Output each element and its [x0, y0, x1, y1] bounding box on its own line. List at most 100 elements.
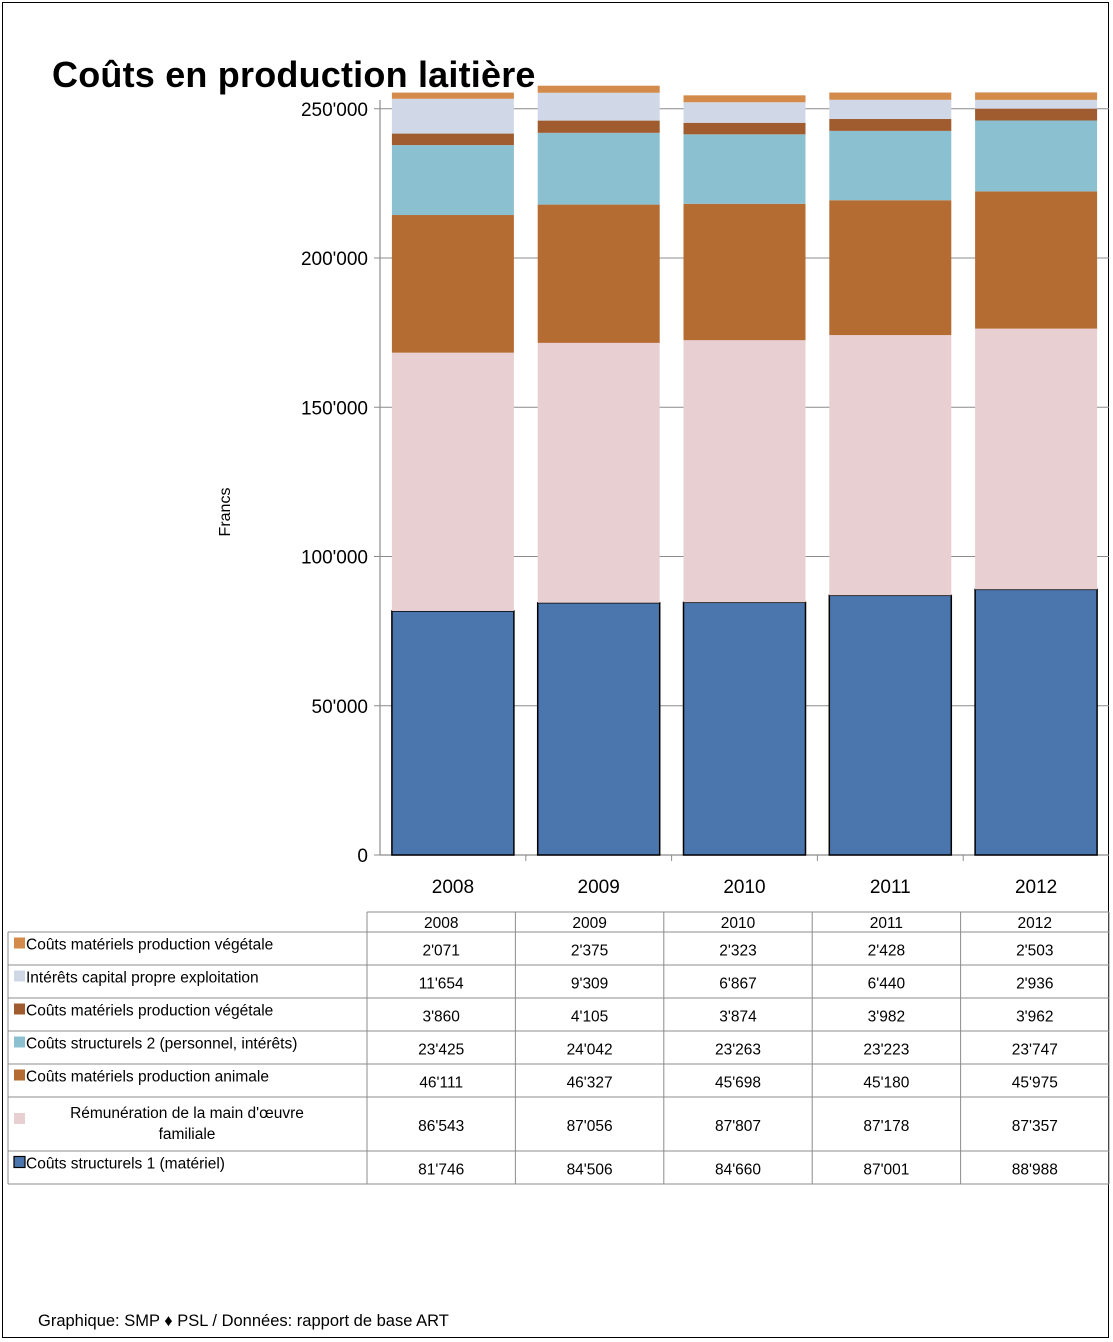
bar-segment — [829, 335, 952, 596]
table-header-year: 2010 — [721, 915, 756, 932]
bar-segment — [829, 99, 952, 120]
bar-segment — [682, 601, 807, 856]
table-row-label: familiale — [159, 1126, 216, 1143]
bar-segment — [975, 99, 1098, 109]
bar-segment — [975, 108, 1098, 121]
table-cell-value: 9'309 — [571, 976, 608, 993]
table-cell-value: 2'375 — [571, 943, 608, 960]
bar-segment — [975, 328, 1098, 590]
bar-segment — [391, 610, 515, 856]
table-cell-value: 2'503 — [1016, 943, 1053, 960]
bar-segment — [975, 120, 1098, 192]
table-cell-value: 3'962 — [1016, 1009, 1053, 1026]
bar-segment — [975, 92, 1098, 100]
bar-segment — [683, 122, 806, 135]
table-cell-value: 23'425 — [418, 1042, 464, 1059]
table-cell-value: 46'327 — [567, 1075, 613, 1092]
table-cell-value: 23'263 — [715, 1042, 761, 1059]
table-cell-value: 84'660 — [715, 1162, 761, 1179]
bar-segment — [683, 95, 806, 103]
legend-swatch — [13, 1155, 26, 1169]
bar-segment — [537, 92, 660, 121]
legend-swatch — [14, 937, 25, 949]
chart-title: Coûts en production laitière — [52, 54, 536, 95]
y-tick-label: 150'000 — [301, 398, 368, 419]
table-header-year: 2008 — [424, 915, 458, 932]
table-header-year: 2009 — [572, 915, 606, 932]
y-axis-title: Francs — [217, 488, 234, 537]
bar-segment — [683, 134, 806, 204]
table-cell-value: 2'071 — [422, 943, 459, 960]
bar-segment — [536, 601, 661, 856]
table-cell-value: 88'988 — [1012, 1162, 1058, 1179]
table-cell-value: 2'323 — [719, 943, 756, 960]
bar-segment — [391, 352, 514, 611]
bar-segment — [537, 85, 660, 93]
table-cell-value: 11'654 — [419, 976, 464, 993]
table-cell-value: 3'860 — [422, 1009, 460, 1026]
table-row-label: Coûts matériels production végétale — [26, 937, 273, 954]
bar-segment — [974, 588, 1098, 856]
bar-segment — [537, 132, 660, 205]
table-cell-value: 24'042 — [567, 1042, 613, 1059]
bar-segment — [683, 203, 806, 341]
bar-segment — [683, 340, 806, 603]
table-cell-value: 87'178 — [863, 1118, 909, 1135]
table-cell-value: 81'746 — [418, 1162, 464, 1179]
table-header-year: 2012 — [1018, 915, 1052, 932]
table-cell-value: 84'506 — [567, 1162, 613, 1179]
table-row-label: Intérêts capital propre exploitation — [26, 970, 259, 987]
bar-segment — [828, 594, 953, 856]
x-tick-label: 2011 — [870, 877, 911, 898]
table-cell-value: 3'982 — [868, 1009, 905, 1026]
bar-segment — [829, 200, 952, 336]
x-tick-label: 2009 — [578, 877, 620, 898]
bar-segment — [829, 92, 952, 100]
y-tick-label: 0 — [357, 846, 368, 867]
legend-swatch — [14, 1036, 25, 1048]
y-tick-label: 250'000 — [301, 100, 368, 121]
table-row-label: Coûts structurels 2 (personnel, intérêts… — [26, 1036, 297, 1053]
table-cell-value: 45'180 — [863, 1075, 909, 1092]
bar-segment — [829, 119, 952, 131]
table-cell-value: 4'105 — [571, 1009, 608, 1026]
legend-swatch — [14, 1069, 25, 1081]
table-row-label: Coûts matériels production animale — [26, 1069, 269, 1086]
table-cell-value: 45'698 — [715, 1075, 761, 1092]
table-cell-value: 23'747 — [1012, 1042, 1058, 1059]
source-footer: Graphique: SMP ♦ PSL / Données: rapport … — [38, 1312, 449, 1330]
table-cell-value: 45'975 — [1012, 1075, 1058, 1092]
table-row-label: Coûts structurels 1 (matériel) — [26, 1156, 225, 1173]
table-cell-value: 6'867 — [719, 976, 756, 993]
table-cell-value: 87'001 — [863, 1162, 909, 1179]
table-cell-value: 87'807 — [715, 1118, 761, 1135]
bar-segment — [391, 133, 514, 146]
table-cell-value: 46'111 — [419, 1075, 463, 1092]
table-cell-value: 2'428 — [868, 943, 905, 960]
bar-segment — [391, 215, 514, 353]
bar-segment — [391, 92, 514, 99]
legend-swatch — [14, 970, 25, 982]
table-cell-value: 86'543 — [418, 1118, 464, 1135]
table-header-year: 2011 — [870, 915, 903, 932]
x-tick-label: 2008 — [432, 877, 474, 898]
table-cell-value: 2'936 — [1016, 976, 1053, 993]
bar-segment — [683, 102, 806, 123]
x-tick-label: 2012 — [1015, 877, 1057, 898]
table-row-label: Rémunération de la main d'œuvre — [70, 1105, 304, 1122]
table-cell-value: 87'056 — [567, 1118, 613, 1135]
table-cell-value: 6'440 — [868, 976, 906, 993]
legend-swatch — [14, 1113, 25, 1124]
bar-segment — [975, 191, 1098, 329]
bar-segment — [391, 98, 514, 134]
y-tick-label: 200'000 — [301, 249, 368, 270]
bar-segment — [537, 120, 660, 133]
table-cell-value: 3'874 — [719, 1009, 757, 1026]
table-row-label: Coûts matériels production végétale — [26, 1003, 273, 1020]
y-tick-label: 100'000 — [301, 548, 368, 569]
y-tick-label: 50'000 — [312, 697, 368, 718]
x-tick-label: 2010 — [723, 877, 765, 898]
bar-segment — [537, 342, 660, 603]
